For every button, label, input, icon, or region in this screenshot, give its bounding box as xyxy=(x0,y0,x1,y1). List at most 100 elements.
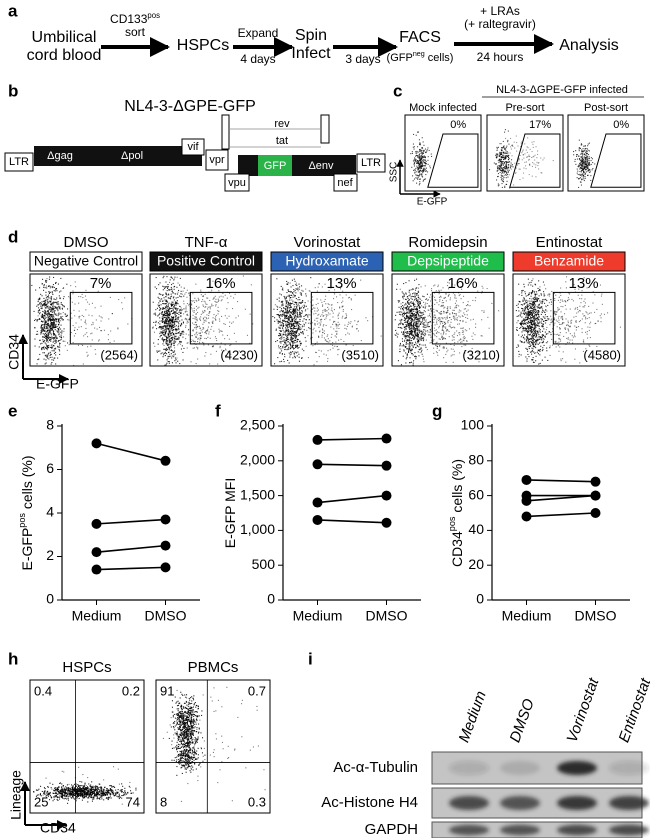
panel-label: e xyxy=(8,401,17,420)
event-dot xyxy=(165,307,166,308)
event-dot xyxy=(194,327,195,328)
event-dot xyxy=(35,319,36,320)
event-dot xyxy=(285,332,286,333)
event-dot xyxy=(505,138,506,139)
event-dot xyxy=(400,321,401,322)
event-dot xyxy=(229,316,230,317)
event-dot xyxy=(216,340,217,341)
event-dot xyxy=(343,311,344,312)
event-dot xyxy=(447,310,448,311)
event-dot xyxy=(283,326,284,327)
event-dot xyxy=(502,155,503,156)
event-dot xyxy=(431,342,432,343)
event-dot xyxy=(175,311,176,312)
event-dot xyxy=(454,297,455,298)
event-dot xyxy=(54,312,55,313)
event-dot xyxy=(46,278,47,279)
event-dot xyxy=(168,340,169,341)
event-dot xyxy=(42,311,43,312)
event-dot xyxy=(85,296,86,297)
event-dot xyxy=(462,330,463,331)
event-dot xyxy=(127,323,128,324)
event-dot xyxy=(47,332,48,333)
event-dot xyxy=(589,165,590,166)
event-dot xyxy=(164,313,165,314)
event-dot xyxy=(510,153,511,154)
event-dot xyxy=(498,147,499,148)
event-dot xyxy=(575,164,576,165)
event-dot xyxy=(307,335,308,336)
event-dot xyxy=(472,339,473,340)
event-dot xyxy=(40,302,41,303)
event-dot xyxy=(532,166,533,167)
event-dot xyxy=(421,340,422,341)
event-dot xyxy=(412,293,413,294)
event-dot xyxy=(286,328,287,329)
arrow-label: Expand xyxy=(238,26,279,40)
event-dot xyxy=(310,291,311,292)
event-dot xyxy=(416,166,417,167)
event-dot xyxy=(504,163,505,164)
event-dot xyxy=(46,338,47,339)
event-dot xyxy=(186,334,187,335)
event-dot xyxy=(39,298,40,299)
event-dot xyxy=(158,322,159,323)
event-dot xyxy=(199,342,200,343)
event-dot xyxy=(291,336,292,337)
event-dot xyxy=(279,347,280,348)
event-dot xyxy=(213,317,214,318)
event-count: (2564) xyxy=(100,347,138,362)
event-dot xyxy=(419,166,420,167)
event-dot xyxy=(277,319,278,320)
event-dot xyxy=(299,321,300,322)
event-dot xyxy=(49,313,50,314)
event-dot xyxy=(281,331,282,332)
event-dot xyxy=(425,165,426,166)
event-dot xyxy=(163,315,164,316)
event-dot xyxy=(48,310,49,311)
event-dot xyxy=(286,336,287,337)
event-dot xyxy=(299,299,300,300)
event-dot xyxy=(434,304,435,305)
event-dot xyxy=(421,333,422,334)
event-dot xyxy=(508,144,509,145)
event-dot xyxy=(414,179,415,180)
event-dot xyxy=(165,352,166,353)
event-dot xyxy=(420,331,421,332)
event-dot xyxy=(286,292,287,293)
event-dot xyxy=(336,323,337,324)
event-dot xyxy=(210,308,211,309)
event-dot xyxy=(399,312,400,313)
event-dot xyxy=(402,338,403,339)
event-dot xyxy=(527,137,528,138)
event-dot xyxy=(188,334,189,335)
event-dot xyxy=(282,288,283,289)
event-dot xyxy=(301,317,302,318)
event-dot xyxy=(78,303,79,304)
event-dot xyxy=(507,155,508,156)
event-dot xyxy=(167,290,168,291)
event-dot xyxy=(56,340,57,341)
event-dot xyxy=(583,177,584,178)
event-dot xyxy=(160,294,161,295)
event-dot xyxy=(441,290,442,291)
event-dot xyxy=(331,305,332,306)
event-dot xyxy=(286,302,287,303)
event-dot xyxy=(285,308,286,309)
event-dot xyxy=(509,170,510,171)
event-dot xyxy=(176,297,177,298)
event-dot xyxy=(97,329,98,330)
event-count: (4230) xyxy=(220,347,258,362)
event-dot xyxy=(420,163,421,164)
event-dot xyxy=(425,149,426,150)
event-dot xyxy=(54,287,55,288)
event-dot xyxy=(358,330,359,331)
event-dot xyxy=(454,342,455,343)
event-dot xyxy=(159,317,160,318)
event-dot xyxy=(284,341,285,342)
event-dot xyxy=(285,334,286,335)
event-dot xyxy=(276,278,277,279)
event-dot xyxy=(295,312,296,313)
event-dot xyxy=(47,302,48,303)
event-dot xyxy=(170,340,171,341)
